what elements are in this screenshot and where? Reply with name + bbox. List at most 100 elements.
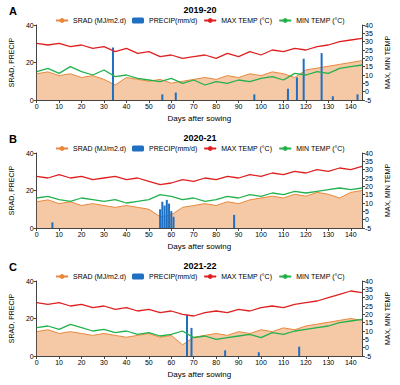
- svg-text:40: 40: [365, 150, 373, 157]
- svg-text:70: 70: [190, 231, 198, 238]
- svg-text:10: 10: [55, 231, 63, 238]
- svg-text:100: 100: [255, 231, 267, 238]
- svg-text:SRAD (MJ/m2.d): SRAD (MJ/m2.d): [73, 145, 126, 153]
- svg-text:0: 0: [35, 103, 39, 110]
- svg-text:60: 60: [167, 103, 175, 110]
- svg-text:SRAD, PRECIP: SRAD, PRECIP: [8, 165, 15, 215]
- svg-text:0: 0: [365, 344, 369, 351]
- svg-text:40: 40: [26, 278, 34, 285]
- svg-text:130: 130: [323, 359, 335, 366]
- svg-text:40: 40: [26, 22, 34, 29]
- svg-text:MAX TEMP (°C): MAX TEMP (°C): [221, 145, 272, 153]
- svg-text:MAX TEMP (°C): MAX TEMP (°C): [221, 17, 272, 25]
- svg-text:25: 25: [365, 175, 373, 182]
- svg-text:30: 30: [100, 231, 108, 238]
- svg-text:0: 0: [365, 216, 369, 223]
- svg-text:30: 30: [100, 359, 108, 366]
- svg-text:15: 15: [365, 319, 373, 326]
- svg-text:35: 35: [365, 286, 373, 293]
- svg-text:10: 10: [365, 200, 373, 207]
- svg-text:120: 120: [300, 103, 312, 110]
- svg-text:SRAD, PRECIP: SRAD, PRECIP: [8, 293, 15, 343]
- svg-text:20: 20: [78, 103, 86, 110]
- svg-text:40: 40: [365, 278, 373, 285]
- svg-text:Days after sowing: Days after sowing: [168, 370, 232, 379]
- svg-text:MIN TEMP (°C): MIN TEMP (°C): [296, 273, 344, 281]
- svg-text:130: 130: [323, 103, 335, 110]
- svg-text:35: 35: [365, 30, 373, 37]
- svg-text:90: 90: [235, 359, 243, 366]
- svg-text:10: 10: [365, 328, 373, 335]
- svg-text:B: B: [9, 133, 17, 145]
- svg-text:PRECIP(mm/d): PRECIP(mm/d): [149, 273, 197, 281]
- svg-text:140: 140: [345, 103, 357, 110]
- svg-text:90: 90: [235, 231, 243, 238]
- svg-text:50: 50: [145, 231, 153, 238]
- svg-text:40: 40: [26, 150, 34, 157]
- svg-text:110: 110: [278, 103, 289, 110]
- svg-text:20: 20: [78, 231, 86, 238]
- svg-text:80: 80: [212, 231, 220, 238]
- svg-text:70: 70: [190, 103, 198, 110]
- svg-text:MAX, MIN TEMP: MAX, MIN TEMP: [384, 36, 391, 89]
- svg-text:0: 0: [365, 88, 369, 95]
- svg-text:MIN TEMP (°C): MIN TEMP (°C): [296, 17, 344, 25]
- svg-text:110: 110: [278, 359, 289, 366]
- svg-text:20: 20: [26, 59, 34, 66]
- svg-text:50: 50: [145, 103, 153, 110]
- svg-text:2020-21: 2020-21: [183, 133, 216, 143]
- svg-text:80: 80: [212, 103, 220, 110]
- svg-text:30: 30: [100, 103, 108, 110]
- svg-text:SRAD (MJ/m2.d): SRAD (MJ/m2.d): [73, 273, 126, 281]
- svg-text:30: 30: [365, 38, 373, 45]
- svg-text:0: 0: [35, 359, 39, 366]
- svg-text:110: 110: [278, 231, 289, 238]
- svg-text:120: 120: [300, 359, 312, 366]
- svg-text:30: 30: [365, 166, 373, 173]
- svg-text:10: 10: [55, 359, 63, 366]
- svg-text:0: 0: [30, 97, 34, 104]
- svg-text:2021-22: 2021-22: [183, 261, 216, 271]
- svg-text:140: 140: [345, 231, 357, 238]
- svg-text:100: 100: [255, 359, 267, 366]
- svg-text:0: 0: [30, 353, 34, 360]
- svg-text:-5: -5: [365, 97, 371, 104]
- svg-text:20: 20: [365, 183, 373, 190]
- svg-text:SRAD, PRECIP: SRAD, PRECIP: [8, 37, 15, 87]
- svg-text:5: 5: [365, 336, 369, 343]
- svg-text:50: 50: [145, 359, 153, 366]
- svg-text:40: 40: [123, 359, 131, 366]
- svg-text:40: 40: [123, 103, 131, 110]
- svg-text:PRECIP(mm/d): PRECIP(mm/d): [149, 17, 197, 25]
- svg-text:140: 140: [345, 359, 357, 366]
- svg-text:80: 80: [212, 359, 220, 366]
- svg-text:20: 20: [365, 55, 373, 62]
- svg-text:-5: -5: [365, 225, 371, 232]
- svg-text:0: 0: [35, 231, 39, 238]
- svg-text:2019-20: 2019-20: [183, 5, 216, 15]
- svg-text:35: 35: [365, 158, 373, 165]
- svg-text:100: 100: [255, 103, 267, 110]
- svg-text:0: 0: [30, 225, 34, 232]
- svg-text:30: 30: [365, 294, 373, 301]
- svg-text:MAX TEMP (°C): MAX TEMP (°C): [221, 273, 272, 281]
- svg-text:20: 20: [26, 315, 34, 322]
- svg-text:130: 130: [323, 231, 335, 238]
- svg-text:MIN TEMP (°C): MIN TEMP (°C): [296, 145, 344, 153]
- svg-text:MAX, MIN TEMP: MAX, MIN TEMP: [384, 164, 391, 217]
- svg-text:15: 15: [365, 63, 373, 70]
- svg-text:120: 120: [300, 231, 312, 238]
- svg-text:10: 10: [55, 103, 63, 110]
- svg-text:20: 20: [78, 359, 86, 366]
- svg-text:5: 5: [365, 80, 369, 87]
- svg-text:25: 25: [365, 303, 373, 310]
- svg-text:Days after sowing: Days after sowing: [168, 242, 232, 251]
- svg-text:40: 40: [123, 231, 131, 238]
- svg-text:20: 20: [26, 187, 34, 194]
- svg-text:C: C: [9, 261, 17, 273]
- svg-text:25: 25: [365, 47, 373, 54]
- svg-text:SRAD (MJ/m2.d): SRAD (MJ/m2.d): [73, 17, 126, 25]
- svg-text:60: 60: [167, 231, 175, 238]
- svg-text:MAX, MIN TEMP: MAX, MIN TEMP: [384, 292, 391, 345]
- svg-text:-5: -5: [365, 353, 371, 360]
